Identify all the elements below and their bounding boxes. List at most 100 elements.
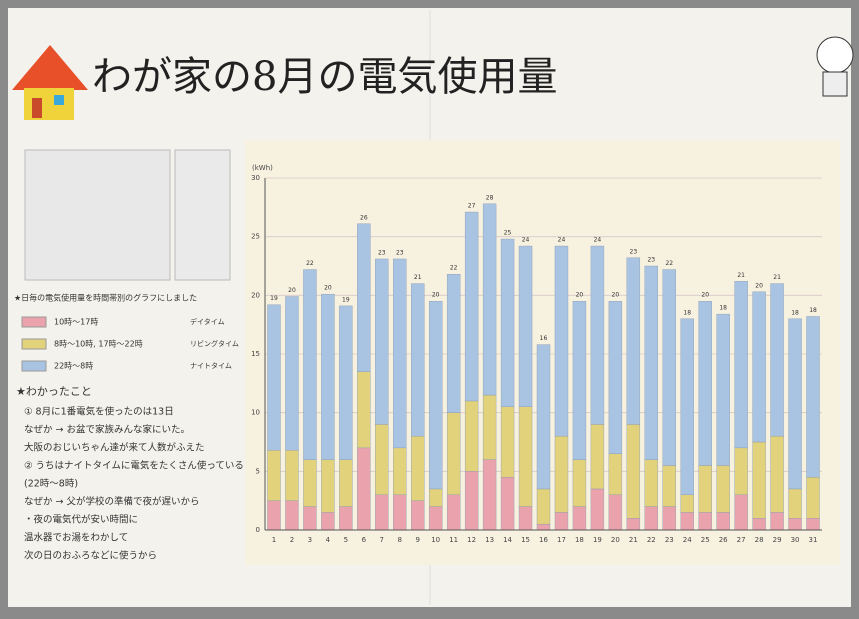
total-label: 20: [612, 292, 620, 299]
bar-segment: [717, 465, 730, 512]
bar-segment: [807, 518, 820, 530]
total-label: 18: [683, 309, 691, 316]
total-label: 16: [540, 335, 548, 342]
bar-segment: [357, 372, 370, 448]
bar-segment: [447, 413, 460, 495]
bar-segment: [645, 266, 658, 460]
bar-segment: [285, 450, 298, 500]
x-tick-label: 31: [809, 536, 818, 544]
x-tick-label: 16: [539, 536, 548, 544]
bar-segment: [429, 301, 442, 489]
legend-period: デイタイム: [190, 317, 225, 326]
legend-period: リビングタイム: [190, 339, 239, 348]
bulb-base: [823, 72, 847, 96]
x-tick-label: 4: [326, 536, 331, 544]
bar-segment: [483, 395, 496, 460]
bar-segment: [447, 495, 460, 530]
y-tick-label: 5: [256, 467, 260, 475]
bar-segment: [411, 501, 424, 530]
bar-segment: [771, 436, 784, 512]
x-tick-label: 5: [344, 536, 348, 544]
note-line: ・夜の電気代が安い時間に: [24, 514, 138, 526]
bar-segment: [519, 246, 532, 407]
bar-segment: [411, 436, 424, 501]
bar-segment: [735, 448, 748, 495]
x-tick-label: 7: [380, 536, 384, 544]
legend-label: 22時～8時: [54, 362, 93, 371]
x-tick-label: 22: [647, 536, 656, 544]
x-tick-label: 25: [701, 536, 710, 544]
total-label: 24: [522, 237, 530, 244]
bar-segment: [267, 305, 280, 450]
y-tick-label: 15: [251, 350, 260, 358]
total-label: 20: [755, 282, 763, 289]
total-label: 21: [414, 274, 422, 281]
bar-segment: [753, 518, 766, 530]
total-label: 20: [432, 292, 440, 299]
bar-segment: [789, 319, 802, 489]
total-label: 22: [306, 260, 314, 267]
legend-swatch: [22, 317, 46, 327]
bar-segment: [771, 512, 784, 530]
y-tick-label: 30: [251, 174, 260, 182]
bar-segment: [285, 501, 298, 530]
x-tick-label: 18: [575, 536, 584, 544]
note-line: ② うちはナイトタイムに電気をたくさん使っている: [24, 460, 244, 472]
note-line: 次の日のおふろなどに使うから: [24, 550, 157, 562]
bar-segment: [393, 259, 406, 448]
bar-segment: [303, 460, 316, 507]
bar-segment: [555, 246, 568, 436]
bar-segment: [465, 471, 478, 530]
bar-segment: [483, 204, 496, 395]
bar-segment: [339, 507, 352, 530]
bar-segment: [699, 465, 712, 512]
bar-segment: [393, 448, 406, 495]
x-tick-label: 29: [773, 536, 782, 544]
x-tick-label: 8: [398, 536, 402, 544]
bar-segment: [267, 501, 280, 530]
y-tick-label: 0: [256, 526, 260, 534]
bar-segment: [771, 284, 784, 437]
bill-image: [25, 150, 170, 280]
bar-segment: [663, 270, 676, 466]
bulb: [817, 37, 853, 73]
total-label: 19: [342, 296, 350, 303]
bar-segment: [807, 316, 820, 477]
chart-title: わが家の8月の電気使用量: [92, 54, 557, 100]
bar-segment: [807, 477, 820, 518]
total-label: 21: [773, 274, 781, 281]
bar-segment: [303, 507, 316, 530]
x-tick-label: 10: [431, 536, 440, 544]
bar-segment: [285, 297, 298, 451]
note-line: なぜか → 父が学校の準備で夜が遅いから: [24, 496, 200, 508]
legend-swatch: [22, 339, 46, 349]
x-tick-label: 9: [415, 536, 419, 544]
bar-segment: [573, 460, 586, 507]
bar-segment: [681, 512, 694, 530]
bar-segment: [375, 259, 388, 424]
total-label: 19: [270, 295, 278, 302]
x-tick-label: 6: [362, 536, 367, 544]
x-tick-label: 24: [683, 536, 692, 544]
bar-segment: [681, 319, 694, 495]
bar-segment: [465, 212, 478, 401]
x-tick-label: 28: [755, 536, 764, 544]
bar-segment: [699, 512, 712, 530]
bar-segment: [591, 246, 604, 424]
bar-segment: [339, 460, 352, 507]
bar-segment: [573, 507, 586, 530]
y-tick-label: 25: [251, 233, 260, 241]
notes-intro: ★日毎の電気使用量を時間帯別のグラフにしました: [14, 293, 197, 303]
note-line: ① 8月に1番電気を使ったのは13日: [24, 406, 174, 418]
bar-segment: [357, 448, 370, 530]
note-line: (22時～8時): [24, 479, 78, 490]
total-label: 20: [576, 292, 584, 299]
legend-period: ナイトタイム: [190, 361, 232, 370]
total-label: 18: [791, 309, 799, 316]
bar-segment: [591, 489, 604, 530]
x-tick-label: 12: [467, 536, 476, 544]
bar-segment: [717, 314, 730, 465]
x-tick-label: 17: [557, 536, 566, 544]
bar-segment: [411, 284, 424, 437]
bar-segment: [627, 258, 640, 425]
